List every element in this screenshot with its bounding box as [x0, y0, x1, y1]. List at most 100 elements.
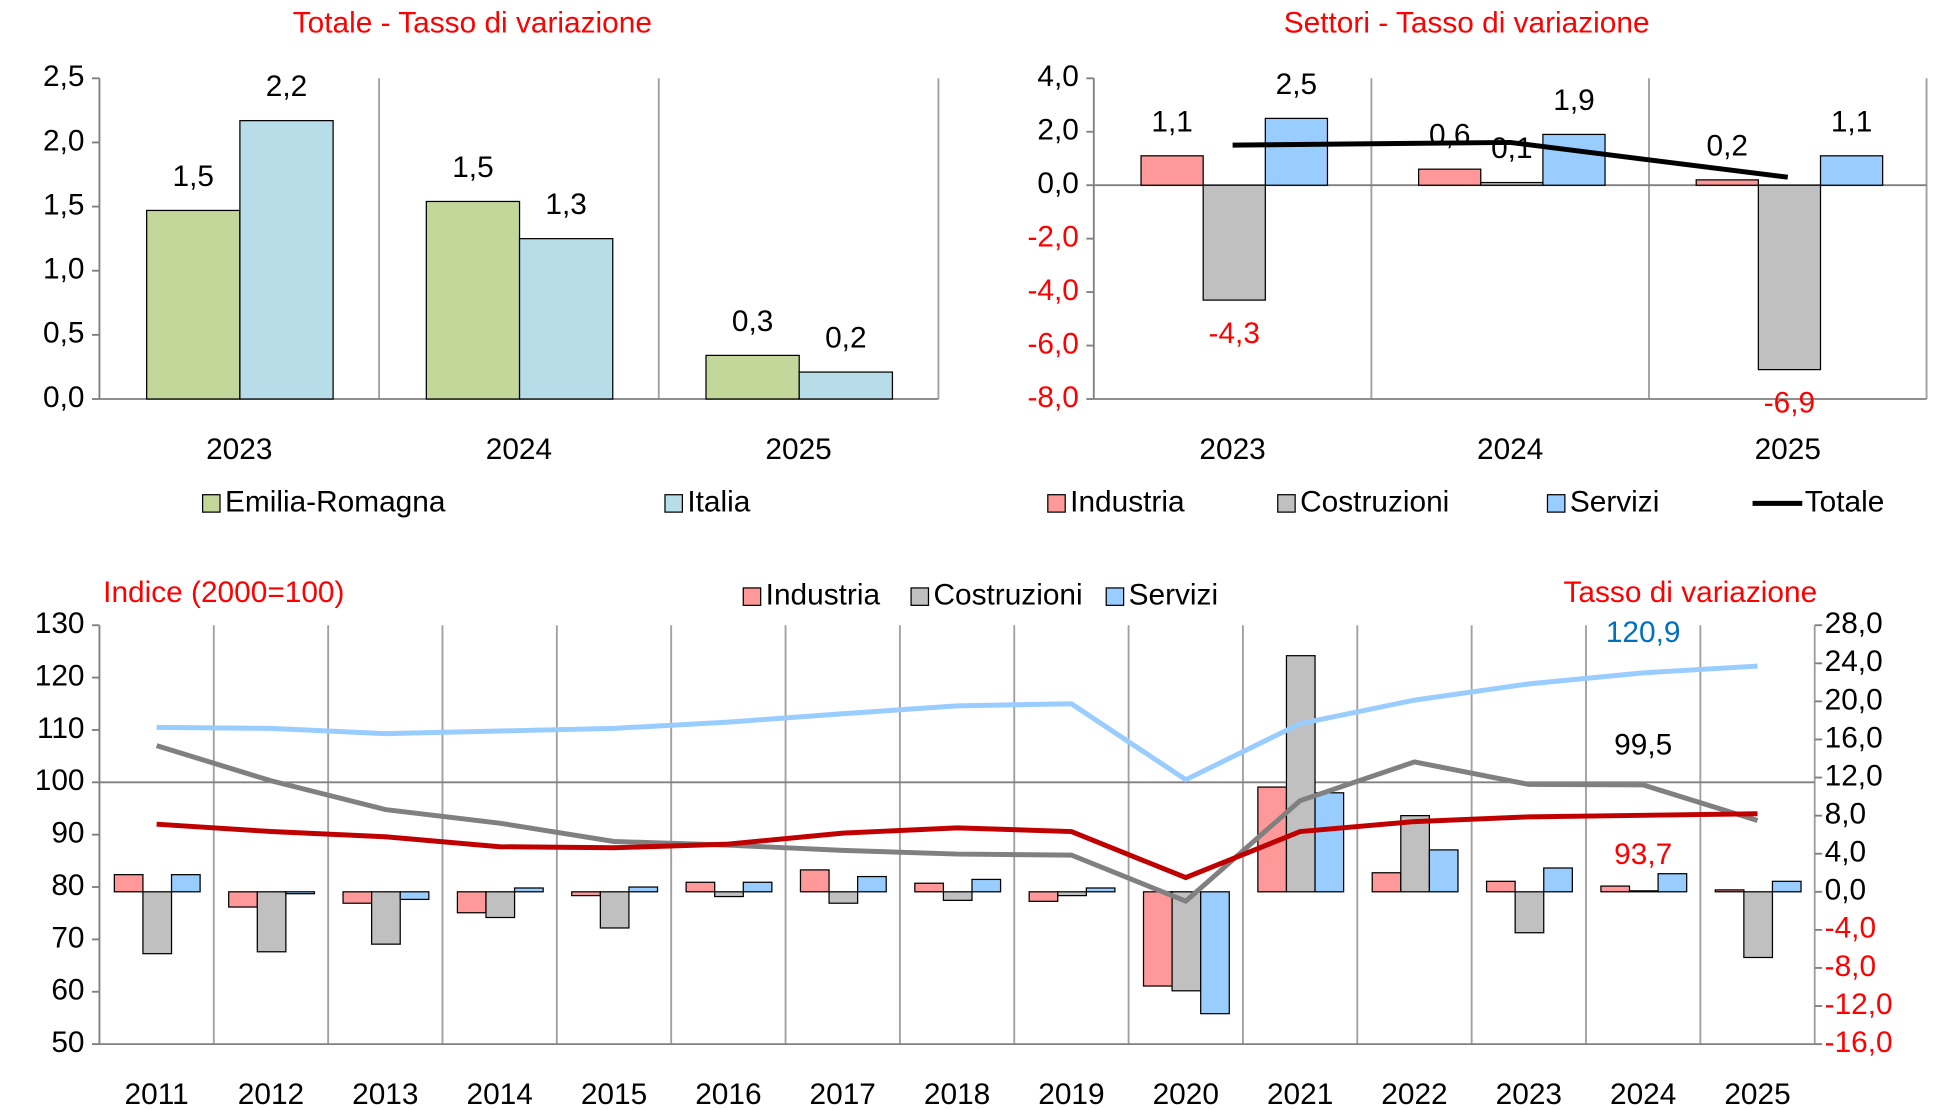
x-tick-label: 2025: [1724, 1078, 1790, 1110]
bar: [599, 891, 630, 929]
data-label: 0,2: [1707, 129, 1748, 162]
bar: [798, 371, 894, 400]
bar: [228, 891, 258, 908]
x-tick-label: 2016: [695, 1078, 761, 1110]
bar: [513, 887, 544, 893]
data-label: 0,3: [732, 305, 773, 338]
x-tick-label: 2014: [466, 1078, 532, 1110]
data-label: 1,1: [1151, 105, 1192, 138]
legend-label: Industria: [1070, 485, 1185, 518]
data-label: 1,3: [545, 188, 586, 221]
bar: [170, 874, 201, 893]
bar: [1819, 155, 1884, 186]
y-tick-label: 60: [51, 974, 84, 1007]
legend-swatch: [1546, 494, 1566, 513]
data-label: 2,5: [1276, 68, 1317, 101]
x-tick-label: 2024: [1610, 1078, 1676, 1110]
x-tick-label: 2012: [238, 1078, 304, 1110]
data-label: 120,9: [1606, 616, 1681, 649]
x-tick-label: 2015: [581, 1078, 647, 1110]
y2-tick-label: -8,0: [1825, 950, 1876, 983]
x-tick-label: 2020: [1153, 1078, 1219, 1110]
bar: [1202, 184, 1266, 301]
legend-swatch: [742, 587, 762, 606]
bar: [828, 891, 859, 904]
x-tick-label: 2013: [352, 1078, 418, 1110]
bar: [971, 878, 1002, 893]
bar: [1085, 887, 1116, 893]
bar: [1057, 891, 1087, 897]
bar: [1757, 184, 1822, 371]
bar: [113, 874, 144, 893]
y-tick-label: 80: [51, 869, 84, 902]
bar: [1480, 181, 1544, 186]
y-tick-label: 130: [35, 607, 85, 640]
y-tick-label: 100: [35, 764, 85, 797]
bar: [571, 891, 601, 897]
y-tick-label: 2,0: [43, 124, 84, 157]
data-label: 0,1: [1491, 132, 1532, 165]
y2-axis-label: Tasso di variazione: [1564, 576, 1818, 609]
bar: [1371, 872, 1402, 893]
y-tick-label: -8,0: [1027, 381, 1078, 414]
data-label: 1,5: [173, 160, 214, 193]
bar: [742, 881, 773, 893]
y2-tick-label: -12,0: [1825, 988, 1893, 1021]
bar: [1400, 815, 1431, 893]
data-label: 0,2: [825, 322, 866, 355]
bar: [685, 881, 716, 893]
y2-tick-label: 8,0: [1825, 798, 1866, 831]
x-tick-label: 2022: [1381, 1078, 1447, 1110]
legend-swatch: [201, 494, 221, 513]
x-tick-label: 2021: [1267, 1078, 1333, 1110]
y-tick-label: 0,0: [43, 381, 84, 414]
bar: [1542, 133, 1606, 186]
data-label: 0,6: [1429, 119, 1470, 152]
chart-title: Totale - Tasso di variazione: [293, 7, 652, 40]
bar: [1285, 655, 1316, 893]
bar: [1695, 179, 1759, 186]
y-tick-label: -6,0: [1027, 327, 1078, 360]
y2-tick-label: 20,0: [1825, 683, 1883, 716]
legend-label: Industria: [766, 579, 881, 612]
y-tick-label: 0,5: [43, 317, 84, 350]
bar: [1485, 880, 1516, 893]
bar: [714, 891, 744, 898]
legend-label: Servizi: [1129, 579, 1218, 612]
bar: [399, 891, 430, 901]
y-tick-label: 90: [51, 817, 84, 850]
bar: [1028, 891, 1059, 902]
x-tick-label: 2025: [765, 433, 831, 466]
legend-swatch: [910, 587, 930, 606]
line: [156, 663, 1758, 783]
data-label: -4,3: [1209, 317, 1260, 350]
bar: [1417, 168, 1482, 186]
y-tick-label: 1,5: [43, 188, 84, 221]
x-tick-label: 2025: [1755, 433, 1821, 466]
bar: [1314, 792, 1345, 893]
bar: [1171, 891, 1202, 992]
y-axis-label: Indice (2000=100): [103, 576, 344, 609]
y-tick-label: 50: [51, 1026, 84, 1059]
bar: [518, 238, 614, 400]
data-label: 1,9: [1553, 84, 1594, 117]
y2-tick-label: 16,0: [1825, 721, 1883, 754]
y2-tick-label: 0,0: [1825, 874, 1866, 907]
legend-label: Costruzioni: [933, 579, 1082, 612]
data-label: 99,5: [1614, 728, 1672, 761]
y-tick-label: 4,0: [1037, 60, 1078, 93]
bar: [485, 891, 516, 919]
y2-tick-label: 24,0: [1825, 645, 1883, 678]
data-label: 93,7: [1614, 838, 1672, 871]
line: [1232, 139, 1789, 180]
bar: [239, 120, 334, 400]
bar: [146, 209, 241, 400]
y-tick-label: 70: [51, 921, 84, 954]
bar: [1543, 867, 1573, 893]
legend-swatch: [1277, 494, 1296, 513]
y-tick-label: 120: [35, 659, 85, 692]
y2-tick-label: 4,0: [1825, 836, 1866, 869]
x-tick-label: 2018: [924, 1078, 990, 1110]
y2-tick-label: 12,0: [1825, 759, 1883, 792]
y-tick-label: 2,0: [1037, 114, 1078, 147]
